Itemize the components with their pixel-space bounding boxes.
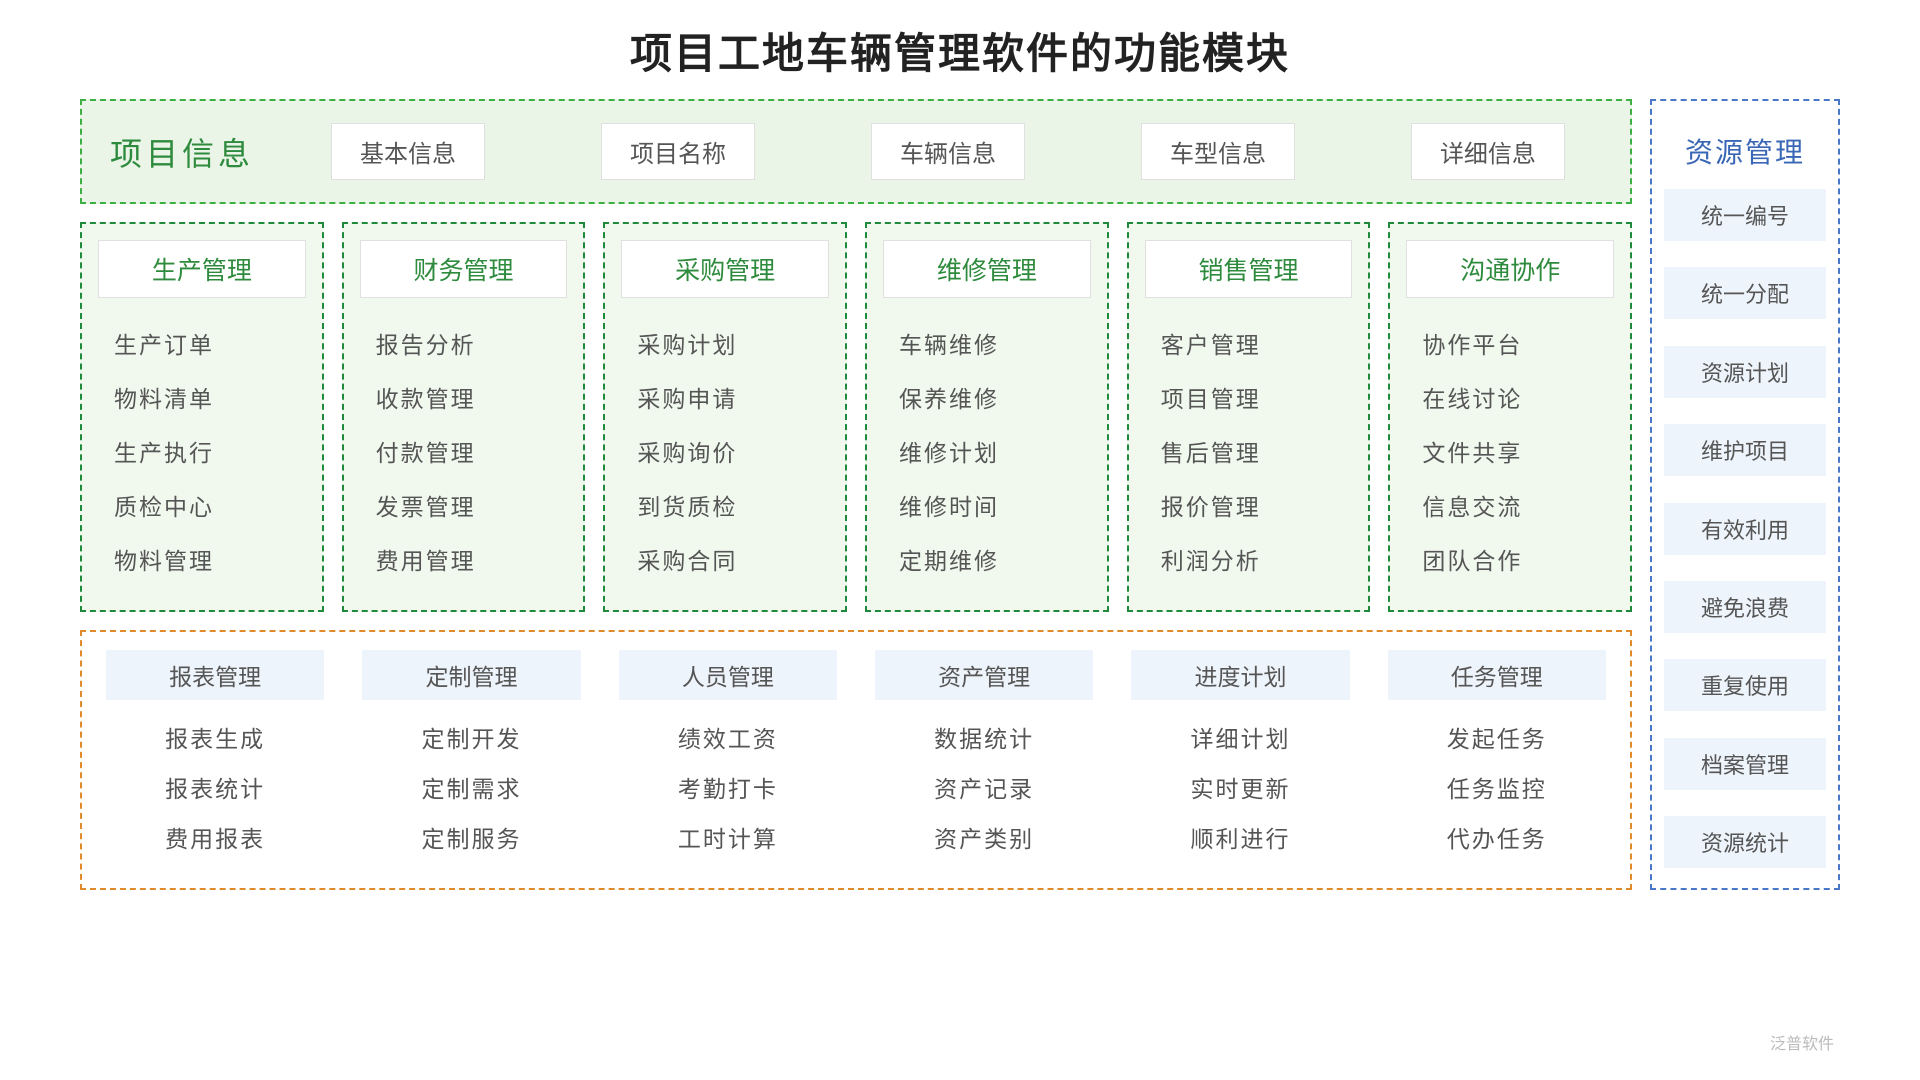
module-item: 文件共享	[1400, 424, 1620, 478]
bottom-column: 任务管理发起任务任务监控代办任务	[1378, 650, 1616, 862]
module-item: 发票管理	[354, 478, 574, 532]
module-item: 质检中心	[92, 478, 312, 532]
module-item: 收款管理	[354, 370, 574, 424]
module-item: 保养维修	[877, 370, 1097, 424]
bottom-item: 绩效工资	[609, 712, 847, 762]
bottom-item: 发起任务	[1378, 712, 1616, 762]
bottom-item: 资产类别	[865, 812, 1103, 862]
bottom-title: 资产管理	[875, 650, 1093, 700]
bottom-item: 报表生成	[96, 712, 334, 762]
module-card: 销售管理客户管理项目管理售后管理报价管理利润分析	[1127, 222, 1371, 612]
module-title: 采购管理	[621, 240, 829, 298]
resource-item: 统一编号	[1664, 189, 1826, 241]
resource-item: 避免浪费	[1664, 581, 1826, 633]
module-item: 费用管理	[354, 532, 574, 586]
project-info-chip: 车型信息	[1141, 123, 1295, 180]
module-card: 生产管理生产订单物料清单生产执行质检中心物料管理	[80, 222, 324, 612]
resource-panel: 资源管理 统一编号统一分配资源计划维护项目有效利用避免浪费重复使用档案管理资源统…	[1650, 99, 1840, 890]
left-column: 项目信息 基本信息 项目名称 车辆信息 车型信息 详细信息 生产管理生产订单物料清单生产…	[80, 99, 1632, 890]
module-item: 到货质检	[615, 478, 835, 532]
module-item: 物料清单	[92, 370, 312, 424]
resource-item: 维护项目	[1664, 424, 1826, 476]
bottom-column: 人员管理绩效工资考勤打卡工时计算	[609, 650, 847, 862]
bottom-title: 进度计划	[1131, 650, 1349, 700]
resource-item: 资源计划	[1664, 346, 1826, 398]
module-title: 销售管理	[1145, 240, 1353, 298]
module-title: 生产管理	[98, 240, 306, 298]
bottom-title: 人员管理	[619, 650, 837, 700]
module-item: 采购合同	[615, 532, 835, 586]
project-info-chip: 详细信息	[1411, 123, 1565, 180]
module-item: 生产订单	[92, 316, 312, 370]
bottom-item: 顺利进行	[1121, 812, 1359, 862]
project-info-chip: 车辆信息	[871, 123, 1025, 180]
project-info-chip: 项目名称	[601, 123, 755, 180]
resource-items: 统一编号统一分配资源计划维护项目有效利用避免浪费重复使用档案管理资源统计	[1664, 189, 1826, 868]
bottom-item: 定制开发	[352, 712, 590, 762]
module-item: 物料管理	[92, 532, 312, 586]
module-item: 信息交流	[1400, 478, 1620, 532]
bottom-item: 费用报表	[96, 812, 334, 862]
module-item: 项目管理	[1139, 370, 1359, 424]
module-item: 定期维修	[877, 532, 1097, 586]
bottom-item: 资产记录	[865, 762, 1103, 812]
module-item: 售后管理	[1139, 424, 1359, 478]
bottom-column: 进度计划详细计划实时更新顺利进行	[1121, 650, 1359, 862]
bottom-item: 任务监控	[1378, 762, 1616, 812]
main-layout: 项目信息 基本信息 项目名称 车辆信息 车型信息 详细信息 生产管理生产订单物料清单生产…	[80, 99, 1840, 890]
bottom-column: 报表管理报表生成报表统计费用报表	[96, 650, 334, 862]
bottom-item: 考勤打卡	[609, 762, 847, 812]
project-info-bar: 项目信息 基本信息 项目名称 车辆信息 车型信息 详细信息	[80, 99, 1632, 204]
bottom-item: 实时更新	[1121, 762, 1359, 812]
resource-item: 统一分配	[1664, 267, 1826, 319]
right-column: 资源管理 统一编号统一分配资源计划维护项目有效利用避免浪费重复使用档案管理资源统…	[1650, 99, 1840, 890]
module-card: 沟通协作协作平台在线讨论文件共享信息交流团队合作	[1388, 222, 1632, 612]
resource-item: 资源统计	[1664, 816, 1826, 868]
module-title: 沟通协作	[1406, 240, 1614, 298]
bottom-title: 任务管理	[1388, 650, 1606, 700]
project-info-chip: 基本信息	[331, 123, 485, 180]
module-item: 维修计划	[877, 424, 1097, 478]
bottom-item: 工时计算	[609, 812, 847, 862]
project-info-chips: 基本信息 项目名称 车辆信息 车型信息 详细信息	[294, 123, 1602, 180]
module-item: 报告分析	[354, 316, 574, 370]
bottom-column: 资产管理数据统计资产记录资产类别	[865, 650, 1103, 862]
module-item: 付款管理	[354, 424, 574, 478]
module-item: 协作平台	[1400, 316, 1620, 370]
bottom-title: 报表管理	[106, 650, 324, 700]
bottom-item: 报表统计	[96, 762, 334, 812]
bottom-item: 详细计划	[1121, 712, 1359, 762]
module-item: 生产执行	[92, 424, 312, 478]
bottom-title: 定制管理	[362, 650, 580, 700]
bottom-item: 数据统计	[865, 712, 1103, 762]
resource-title: 资源管理	[1664, 115, 1826, 189]
module-title: 财务管理	[360, 240, 568, 298]
bottom-column: 定制管理定制开发定制需求定制服务	[352, 650, 590, 862]
module-item: 车辆维修	[877, 316, 1097, 370]
resource-item: 重复使用	[1664, 659, 1826, 711]
module-item: 采购询价	[615, 424, 835, 478]
module-item: 团队合作	[1400, 532, 1620, 586]
module-row: 生产管理生产订单物料清单生产执行质检中心物料管理财务管理报告分析收款管理付款管理…	[80, 222, 1632, 612]
watermark: 泛普软件	[1770, 1030, 1834, 1054]
bottom-item: 代办任务	[1378, 812, 1616, 862]
module-item: 报价管理	[1139, 478, 1359, 532]
module-item: 采购计划	[615, 316, 835, 370]
resource-item: 档案管理	[1664, 738, 1826, 790]
module-item: 利润分析	[1139, 532, 1359, 586]
resource-item: 有效利用	[1664, 503, 1826, 555]
module-item: 在线讨论	[1400, 370, 1620, 424]
project-info-label: 项目信息	[110, 129, 254, 175]
module-item: 采购申请	[615, 370, 835, 424]
bottom-item: 定制服务	[352, 812, 590, 862]
module-card: 财务管理报告分析收款管理付款管理发票管理费用管理	[342, 222, 586, 612]
bottom-row: 报表管理报表生成报表统计费用报表定制管理定制开发定制需求定制服务人员管理绩效工资…	[80, 630, 1632, 890]
module-card: 维修管理车辆维修保养维修维修计划维修时间定期维修	[865, 222, 1109, 612]
module-title: 维修管理	[883, 240, 1091, 298]
bottom-item: 定制需求	[352, 762, 590, 812]
module-item: 维修时间	[877, 478, 1097, 532]
module-card: 采购管理采购计划采购申请采购询价到货质检采购合同	[603, 222, 847, 612]
module-item: 客户管理	[1139, 316, 1359, 370]
page-title: 项目工地车辆管理软件的功能模块	[80, 20, 1840, 81]
